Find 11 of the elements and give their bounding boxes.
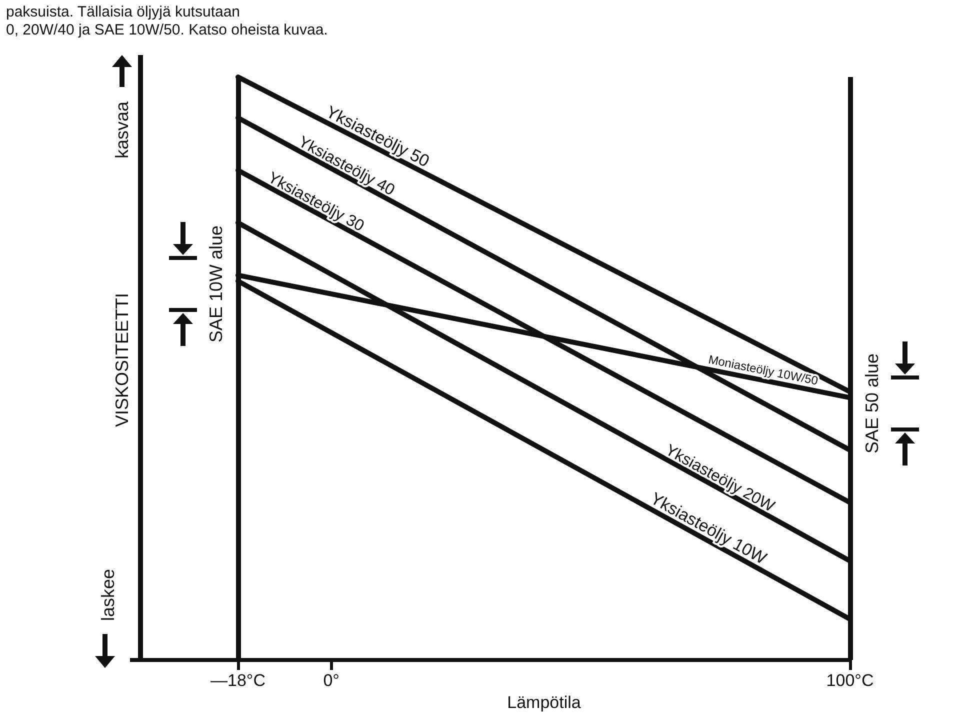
text: laskee (98, 568, 118, 622)
x-tick-label: 0° (323, 671, 340, 690)
y-axis-title: VISKOSITEETTI (112, 292, 132, 428)
text: paksuista. Tällaisia öljyjä kutsutaan (6, 4, 240, 20)
x-tick-label: —18°C (210, 671, 266, 690)
text: SAE 10W alue (206, 225, 226, 342)
text: SAE 50 alue (862, 353, 882, 454)
text: 0, 20W/40 ja SAE 10W/50. Katso oheista kuvaa. (6, 22, 328, 38)
text: kasvaa (112, 100, 132, 159)
x-tick-label: 100°C (826, 671, 874, 690)
x-axis-title: Lämpötila (507, 692, 582, 712)
